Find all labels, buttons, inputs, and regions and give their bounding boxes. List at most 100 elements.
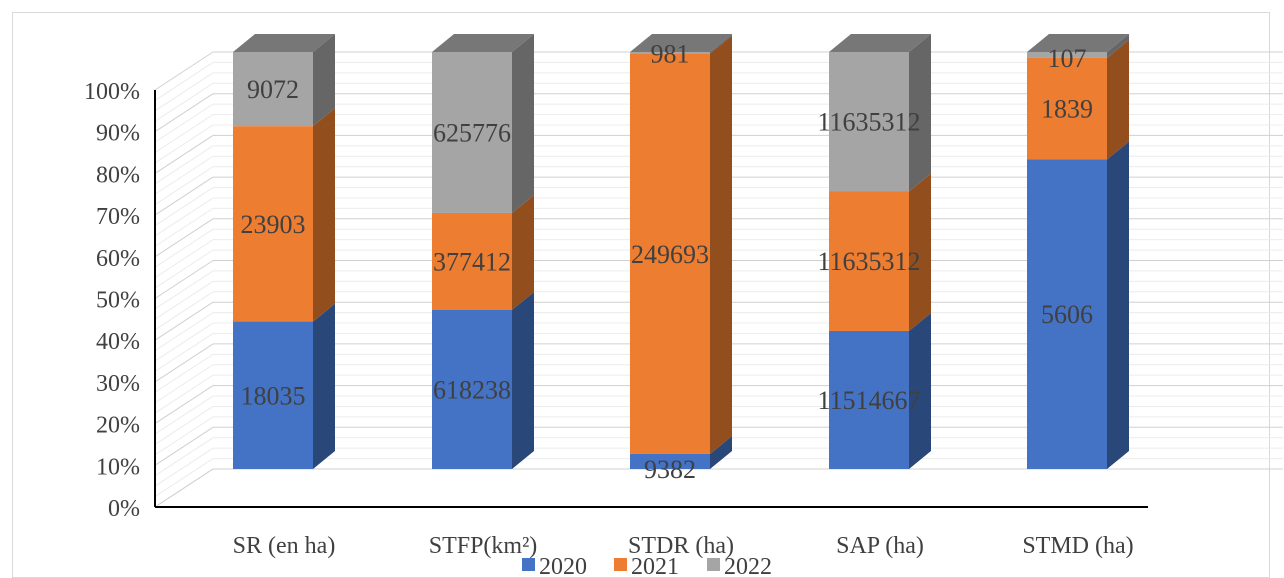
bar-segment xyxy=(1027,141,1129,470)
bar-segment xyxy=(233,303,335,469)
x-tick-label: STDR (ha) xyxy=(628,533,734,559)
bar-top-face xyxy=(829,34,931,52)
bar-front-face xyxy=(233,126,313,322)
side-wall-gridline xyxy=(154,82,214,122)
data-labels: 18035 23903 9072 618238 377412 625776 9382 2496… xyxy=(241,40,1094,484)
side-wall-gridline xyxy=(154,291,214,331)
data-label: 981 xyxy=(651,40,690,69)
side-wall-gridline xyxy=(154,312,214,352)
x-tick-label: SAP (ha) xyxy=(836,533,924,559)
floor-edge xyxy=(154,468,214,508)
side-wall-gridline xyxy=(154,406,214,445)
side-wall-gridline xyxy=(154,239,214,279)
bar-side-face xyxy=(909,34,931,192)
bar-front-face xyxy=(829,330,909,469)
bar-side-face xyxy=(710,435,732,469)
side-wall-gridline xyxy=(154,260,214,299)
data-label: 9382 xyxy=(644,455,696,484)
data-label: 11635312 xyxy=(817,247,920,276)
bar-segment xyxy=(630,435,732,469)
bar-segment xyxy=(432,34,534,213)
side-wall-gridline xyxy=(154,145,214,185)
side-wall-gridline xyxy=(154,103,214,143)
bar-front-face xyxy=(1027,52,1107,58)
bars xyxy=(233,34,1129,470)
bar-segment xyxy=(630,34,732,54)
bar-side-face xyxy=(512,34,534,213)
legend-item: 2022 xyxy=(707,554,772,578)
legend: 2020 2021 2022 xyxy=(522,554,772,578)
side-wall-gridline xyxy=(154,280,214,320)
bar-segment xyxy=(432,292,534,469)
bar-front-face xyxy=(432,310,512,469)
bar-front-face xyxy=(630,453,710,469)
side-wall-gridline xyxy=(154,134,214,174)
side-wall-gridline xyxy=(154,447,214,487)
bar-side-face xyxy=(710,35,732,454)
bar-segment xyxy=(829,173,931,331)
side-wall-gridline xyxy=(154,395,214,435)
side-wall-gridline xyxy=(154,416,214,456)
bar-front-face xyxy=(233,52,313,127)
bar-segment xyxy=(233,34,335,127)
side-wall-gridline xyxy=(154,176,214,216)
bar-segment xyxy=(1027,34,1129,58)
side-wall-gridline xyxy=(154,187,214,226)
bar-side-face xyxy=(1107,39,1129,160)
side-wall-gridline xyxy=(154,72,214,112)
bar-side-face xyxy=(909,312,931,469)
y-tick-label: 40% xyxy=(96,329,140,355)
data-label: 23903 xyxy=(241,210,306,239)
data-label: 5606 xyxy=(1041,300,1093,329)
side-wall-gridline xyxy=(154,437,214,477)
bar-front-face xyxy=(233,321,313,469)
bar-segment xyxy=(829,312,931,469)
y-tick-label: 80% xyxy=(96,162,140,188)
data-label: 625776 xyxy=(433,118,511,147)
bar-segment xyxy=(630,35,732,454)
bar-side-face xyxy=(313,303,335,469)
bar-front-face xyxy=(829,191,909,331)
bar-top-face xyxy=(233,34,335,52)
y-tick-label: 70% xyxy=(96,204,140,230)
side-wall-gridline xyxy=(154,270,214,310)
side-wall-gridline xyxy=(154,301,214,341)
y-tick-label: 100% xyxy=(84,79,140,105)
bar-front-face xyxy=(432,52,512,213)
legend-label: 2021 xyxy=(631,554,679,578)
bar-front-face xyxy=(630,53,710,454)
bar-segment xyxy=(233,108,335,322)
side-wall-gridline xyxy=(154,249,214,289)
x-tick-label: SR (en ha) xyxy=(233,533,336,559)
y-tick-label: 30% xyxy=(96,371,140,397)
bar-side-face xyxy=(512,194,534,311)
side-wall-gridline xyxy=(154,228,214,268)
data-label: 1839 xyxy=(1041,95,1093,124)
bar-side-face xyxy=(1107,141,1129,470)
bar-segment xyxy=(1027,39,1129,160)
data-label: 249693 xyxy=(631,240,709,269)
legend-swatch xyxy=(707,558,720,571)
x-tick-labels: SR (en ha) STFP(km²) STDR (ha) SAP (ha) STMD… xyxy=(233,533,1134,559)
data-label: 618238 xyxy=(433,376,511,405)
side-wall-gridline xyxy=(154,353,214,393)
legend-item: 2020 xyxy=(522,554,587,578)
side-wall-gridline xyxy=(154,374,214,414)
bar-top-face xyxy=(630,34,732,52)
side-wall-gridline xyxy=(154,155,214,195)
bar-segment xyxy=(432,194,534,311)
y-tick-label: 50% xyxy=(96,288,140,314)
side-wall-gridline xyxy=(154,166,214,206)
side-wall-gridline xyxy=(154,114,214,153)
bar-side-face xyxy=(313,34,335,127)
bar-front-face xyxy=(432,212,512,311)
side-wall-gridline xyxy=(154,62,214,101)
legend-label: 2022 xyxy=(724,554,772,578)
y-tick-label: 60% xyxy=(96,246,140,272)
side-wall-gridline xyxy=(154,343,214,383)
bar-side-face xyxy=(1107,34,1129,58)
side-wall-gridline xyxy=(154,322,214,362)
bar-side-face xyxy=(512,292,534,469)
y-tick-label: 90% xyxy=(96,121,140,147)
side-wall-gridline xyxy=(154,458,214,497)
